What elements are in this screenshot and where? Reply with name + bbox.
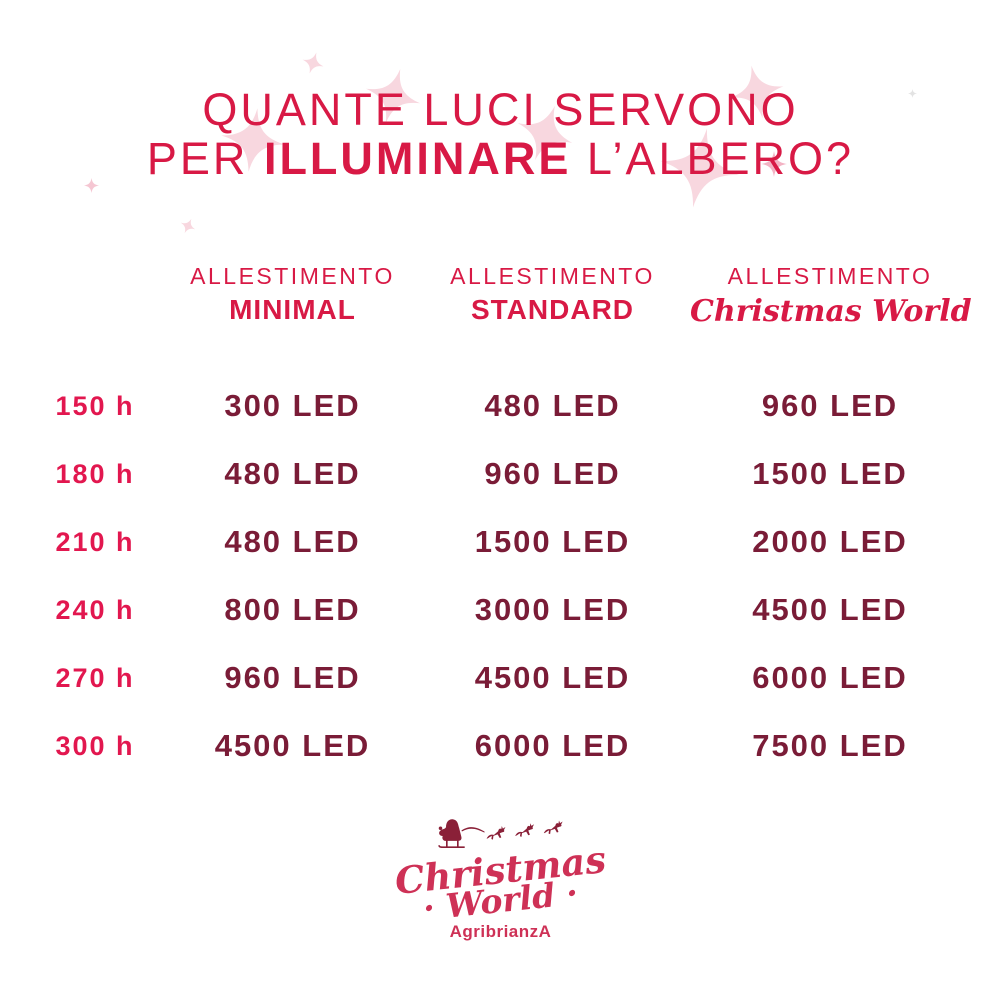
sparkle-icon [180, 218, 196, 234]
title-line2-bold: ILLUMINARE [263, 133, 572, 184]
table-row: 150 h 300 LED 480 LED 960 LED [20, 372, 970, 440]
santa-sleigh-reindeer-icon [437, 819, 563, 849]
tree-height-label: 180 h [55, 458, 135, 489]
led-value-christmas-world: 1500 LED [752, 456, 908, 491]
table-row: 300 h 4500 LED 6000 LED 7500 LED [20, 712, 970, 780]
column-header-standard: ALLESTIMENTO STANDARD [415, 263, 690, 326]
subbrand-name: AgribrianzA [449, 922, 552, 941]
page-title: QUANTE LUCI SERVONO PER ILLUMINARE L’ALB… [0, 86, 1001, 183]
title-line1: QUANTE LUCI SERVONO [202, 84, 799, 135]
sparkle-shape [84, 178, 99, 193]
led-value-minimal: 960 LED [224, 660, 361, 695]
led-value-standard: 1500 LED [474, 524, 631, 559]
sparkle-shape [302, 52, 324, 74]
led-value-christmas-world: 6000 LED [752, 660, 908, 695]
column-header-bottom: Christmas World [690, 294, 972, 329]
runner-strut [456, 840, 459, 847]
sparkle-icon [84, 178, 99, 193]
tree-height-label: 270 h [55, 662, 135, 693]
led-value-standard: 6000 LED [474, 728, 631, 763]
runner-line [437, 845, 465, 849]
table-row: 210 h 480 LED 1500 LED 2000 LED [20, 508, 970, 576]
sparkle-shape [730, 65, 784, 119]
led-value-christmas-world: 7500 LED [752, 728, 908, 763]
led-value-minimal: 480 LED [224, 524, 361, 559]
column-header-top: ALLESTIMENTO [727, 263, 933, 289]
led-table: ALLESTIMENTO MINIMAL ALLESTIMENTO STANDA… [20, 255, 972, 780]
title-line2: PER ILLUMINARE L’ALBERO? [0, 135, 1001, 183]
reindeer-shape [486, 825, 505, 840]
sparkle-shape [660, 128, 740, 208]
tree-height-label: 300 h [55, 730, 135, 761]
sparkle-icon [730, 65, 784, 119]
tree-height-label: 150 h [55, 390, 135, 421]
sparkle-icon [517, 105, 573, 161]
led-value-minimal: 800 LED [224, 592, 361, 627]
title-line2-pre: PER [146, 133, 264, 184]
table-row: 240 h 800 LED 3000 LED 4500 LED [20, 576, 970, 644]
runner-strut [445, 840, 448, 847]
led-value-standard: 960 LED [484, 456, 621, 491]
tree-height-label: 210 h [55, 526, 135, 557]
table-row: 180 h 480 LED 960 LED 1500 LED [20, 440, 970, 508]
led-value-minimal: 300 LED [224, 388, 361, 423]
sleigh-curl [438, 826, 442, 831]
sparkle-shape [908, 89, 917, 98]
sparkle-icon [365, 68, 421, 124]
sparkle-icon [221, 108, 285, 172]
sparkle-shape [761, 151, 787, 177]
column-header-top: ALLESTIMENTO [190, 263, 395, 289]
column-header-christmas-world: ALLESTIMENTO Christmas World [690, 263, 972, 329]
led-value-christmas-world: 4500 LED [752, 592, 908, 627]
sparkle-icon [302, 52, 324, 74]
led-value-minimal: 480 LED [224, 456, 361, 491]
table-row: 270 h 960 LED 4500 LED 6000 LED [20, 644, 970, 712]
sparkle-icon [660, 128, 740, 208]
sleigh-shape [438, 819, 462, 841]
reindeer-shape [543, 820, 563, 835]
led-value-minimal: 4500 LED [214, 728, 371, 763]
led-value-christmas-world: 960 LED [761, 388, 899, 423]
tree-height-label: 240 h [55, 594, 135, 625]
led-value-standard: 3000 LED [474, 592, 631, 627]
sparkle-icon [761, 151, 787, 177]
title-line2-post: L’ALBERO? [571, 133, 855, 184]
column-header-bottom: MINIMAL [229, 294, 356, 325]
sparkle-icon [908, 89, 917, 98]
column-header-top: ALLESTIMENTO [450, 263, 655, 289]
sparkle-shape [180, 218, 196, 234]
led-value-standard: 4500 LED [474, 660, 631, 695]
sparkle-shape [517, 105, 573, 161]
reindeer-shape [514, 823, 534, 837]
rein-line [460, 827, 484, 833]
led-value-christmas-world: 2000 LED [752, 524, 908, 559]
column-header-bottom: STANDARD [470, 294, 635, 325]
brand-logo: Christmas · World · AgribrianzA [0, 806, 1001, 942]
sparkle-shape [365, 68, 421, 124]
sparkle-shape [221, 108, 285, 172]
led-value-standard: 480 LED [484, 388, 621, 423]
table-header-row: ALLESTIMENTO MINIMAL ALLESTIMENTO STANDA… [20, 255, 972, 372]
column-header-minimal: ALLESTIMENTO MINIMAL [170, 263, 415, 326]
